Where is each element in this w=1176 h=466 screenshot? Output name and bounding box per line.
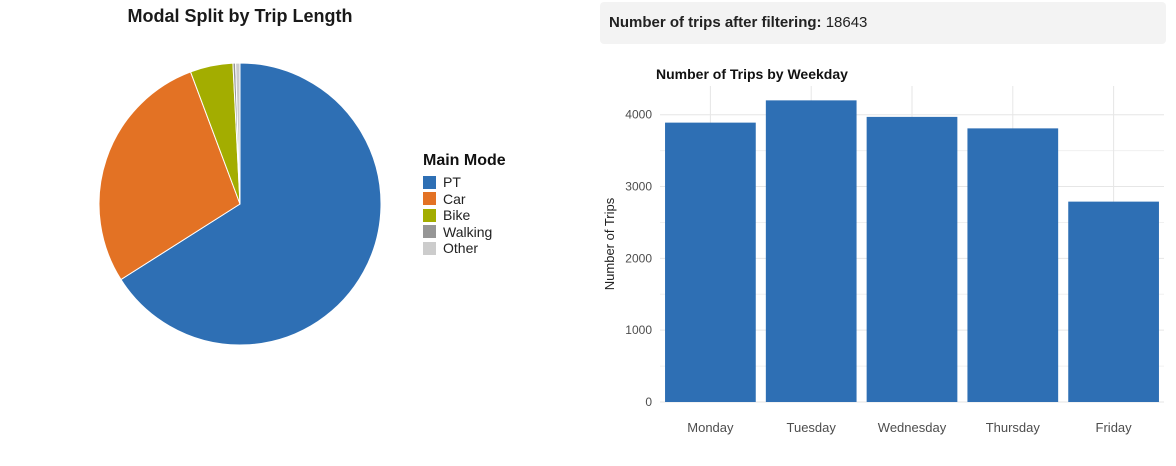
pie-chart-panel: Modal Split by Trip Length Main Mode PT C… — [98, 6, 506, 346]
legend-item-car: Car — [423, 191, 506, 208]
pie-slice-car — [98, 71, 241, 281]
filter-summary-box: Number of trips after filtering: 18643 — [600, 2, 1166, 44]
legend-swatch — [423, 225, 436, 239]
legend-swatch — [423, 192, 436, 206]
bar-monday — [665, 122, 756, 403]
legend-item-bike: Bike — [423, 207, 506, 224]
legend-swatch — [423, 175, 436, 189]
legend-label: Walking — [443, 223, 493, 240]
x-tick-label: Thursday — [986, 420, 1041, 435]
pie-slice-pt — [120, 62, 382, 346]
legend-item-pt: PT — [423, 174, 506, 191]
bar-chart-panel: Number of Trips by Weekday 0 1000 2000 3000… — [598, 56, 1172, 456]
y-tick-label: 2000 — [625, 251, 652, 265]
y-axis-label: Number of Trips — [602, 197, 617, 290]
legend-swatch — [423, 208, 436, 222]
legend-label: PT — [443, 174, 461, 191]
bar-friday — [1068, 201, 1159, 402]
y-tick-label: 3000 — [625, 180, 652, 194]
legend-title: Main Mode — [423, 152, 506, 169]
x-tick-label: Friday — [1096, 420, 1133, 435]
pie-legend: Main Mode PT Car Bike Walking Other — [423, 152, 506, 257]
bar-tuesday — [765, 100, 857, 402]
pie-chart — [98, 62, 382, 346]
filter-count-label: Number of trips after filtering: — [609, 14, 822, 31]
legend-swatch — [423, 241, 436, 255]
bar-wednesday — [866, 116, 958, 402]
y-tick-label: 0 — [645, 395, 652, 409]
legend-item-other: Other — [423, 240, 506, 257]
bar-chart-title: Number of Trips by Weekday — [656, 66, 848, 82]
y-tick-label: 4000 — [625, 108, 652, 122]
legend-label: Other — [443, 240, 479, 257]
x-tick-label: Monday — [687, 420, 734, 435]
pie-chart-title: Modal Split by Trip Length — [127, 6, 353, 26]
legend-label: Bike — [443, 207, 471, 224]
y-tick-label: 1000 — [625, 323, 652, 337]
bar-chart: 0 1000 2000 3000 4000 Monday Tuesday Wednesday T… — [602, 86, 1164, 435]
x-tick-label: Wednesday — [878, 420, 947, 435]
pie-slice-other — [235, 62, 241, 205]
filter-count-value: 18643 — [825, 14, 868, 31]
x-tick-label: Tuesday — [787, 420, 837, 435]
bar-thursday — [967, 128, 1059, 402]
legend-label: Car — [443, 190, 466, 207]
legend-item-walking: Walking — [423, 224, 506, 241]
